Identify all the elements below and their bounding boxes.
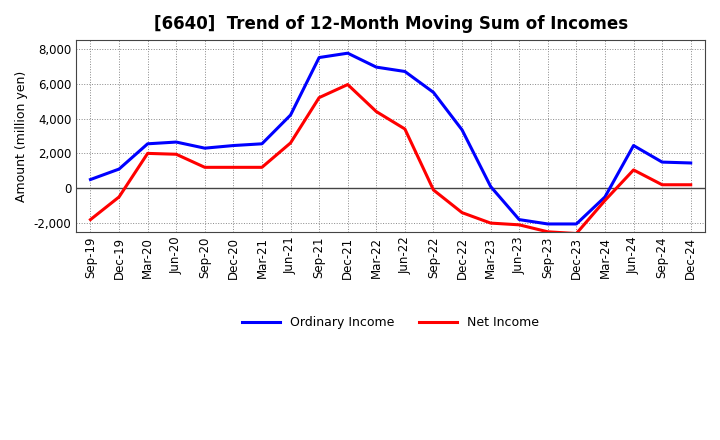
- Ordinary Income: [658, 159, 667, 165]
- Net Income: [686, 182, 695, 187]
- Title: [6640]  Trend of 12-Month Moving Sum of Incomes: [6640] Trend of 12-Month Moving Sum of I…: [153, 15, 628, 33]
- Net Income: [544, 229, 552, 235]
- Ordinary Income: [229, 143, 238, 148]
- Net Income: [515, 222, 523, 227]
- Net Income: [315, 95, 323, 100]
- Ordinary Income: [458, 127, 467, 132]
- Ordinary Income: [372, 65, 381, 70]
- Ordinary Income: [287, 112, 295, 117]
- Ordinary Income: [629, 143, 638, 148]
- Ordinary Income: [515, 217, 523, 222]
- Net Income: [572, 231, 581, 236]
- Ordinary Income: [200, 146, 209, 151]
- Net Income: [258, 165, 266, 170]
- Net Income: [114, 194, 123, 200]
- Ordinary Income: [143, 141, 152, 147]
- Net Income: [600, 198, 609, 203]
- Net Income: [658, 182, 667, 187]
- Ordinary Income: [315, 55, 323, 60]
- Ordinary Income: [600, 194, 609, 200]
- Net Income: [143, 151, 152, 156]
- Net Income: [86, 217, 95, 222]
- Net Income: [400, 126, 409, 132]
- Ordinary Income: [686, 160, 695, 165]
- Net Income: [200, 165, 209, 170]
- Line: Ordinary Income: Ordinary Income: [91, 53, 690, 224]
- Net Income: [287, 140, 295, 146]
- Ordinary Income: [544, 221, 552, 227]
- Net Income: [629, 167, 638, 172]
- Ordinary Income: [343, 51, 352, 56]
- Ordinary Income: [400, 69, 409, 74]
- Ordinary Income: [86, 177, 95, 182]
- Net Income: [486, 220, 495, 226]
- Net Income: [229, 165, 238, 170]
- Net Income: [429, 187, 438, 193]
- Ordinary Income: [258, 141, 266, 147]
- Legend: Ordinary Income, Net Income: Ordinary Income, Net Income: [238, 311, 544, 334]
- Ordinary Income: [172, 139, 181, 145]
- Ordinary Income: [486, 184, 495, 189]
- Net Income: [343, 82, 352, 87]
- Net Income: [372, 109, 381, 114]
- Y-axis label: Amount (million yen): Amount (million yen): [15, 70, 28, 202]
- Ordinary Income: [429, 90, 438, 95]
- Net Income: [172, 152, 181, 157]
- Ordinary Income: [572, 221, 581, 227]
- Net Income: [458, 210, 467, 215]
- Line: Net Income: Net Income: [91, 84, 690, 234]
- Ordinary Income: [114, 166, 123, 172]
